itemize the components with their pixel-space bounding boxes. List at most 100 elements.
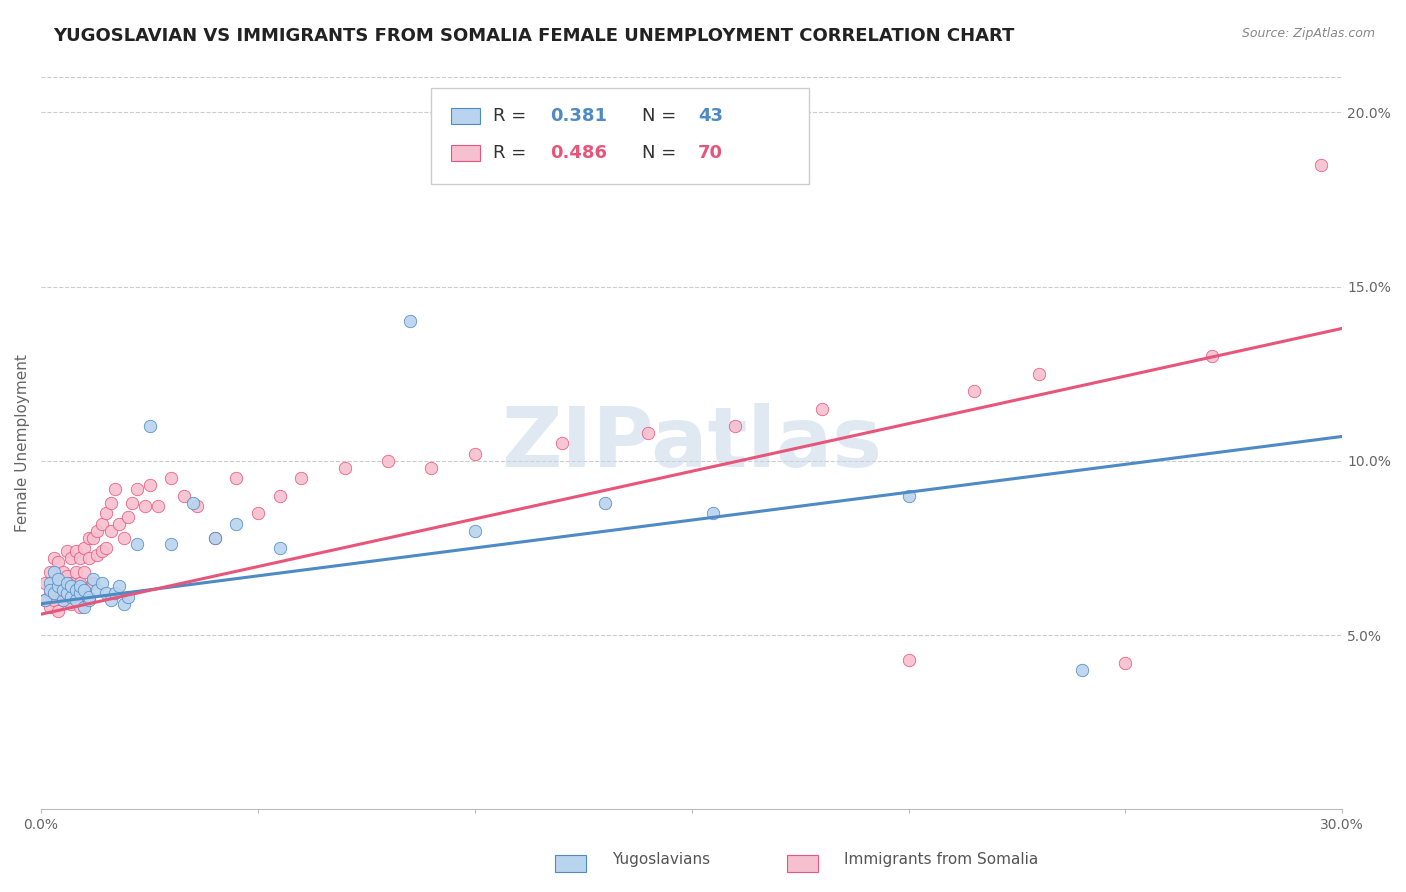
Point — [52, 566, 75, 580]
Point — [464, 524, 486, 538]
Point — [90, 516, 112, 531]
Point — [225, 516, 247, 531]
Point — [593, 496, 616, 510]
Point — [48, 604, 70, 618]
Point — [181, 496, 204, 510]
Point — [269, 541, 291, 555]
Point — [962, 384, 984, 398]
Point — [65, 566, 87, 580]
Text: R =: R = — [492, 144, 531, 161]
Point — [69, 551, 91, 566]
Point — [108, 579, 131, 593]
Point — [34, 575, 56, 590]
Point — [186, 499, 208, 513]
FancyBboxPatch shape — [451, 108, 479, 124]
FancyBboxPatch shape — [432, 88, 808, 184]
Point — [96, 541, 118, 555]
Point — [398, 314, 420, 328]
Point — [160, 537, 183, 551]
FancyBboxPatch shape — [451, 145, 479, 161]
Point — [104, 482, 127, 496]
Point — [464, 447, 486, 461]
Point — [42, 575, 65, 590]
Point — [1114, 656, 1136, 670]
Text: R =: R = — [492, 107, 531, 125]
Point — [112, 597, 135, 611]
Point — [56, 569, 79, 583]
Point — [138, 478, 160, 492]
Point — [160, 471, 183, 485]
Point — [377, 454, 399, 468]
Point — [56, 586, 79, 600]
Point — [42, 593, 65, 607]
Point — [90, 544, 112, 558]
Point — [246, 506, 269, 520]
Point — [65, 544, 87, 558]
Point — [550, 436, 572, 450]
Point — [134, 499, 156, 513]
Point — [42, 566, 65, 580]
Point — [56, 593, 79, 607]
Point — [77, 593, 100, 607]
Point — [73, 566, 96, 580]
Point — [73, 582, 96, 597]
Text: Yugoslavians: Yugoslavians — [612, 852, 710, 867]
Text: N =: N = — [643, 107, 682, 125]
Point — [48, 582, 70, 597]
Point — [420, 460, 443, 475]
Point — [82, 531, 104, 545]
Point — [38, 600, 60, 615]
Point — [108, 516, 131, 531]
Point — [1071, 663, 1094, 677]
Point — [204, 531, 226, 545]
Point — [897, 489, 920, 503]
Text: 0.381: 0.381 — [550, 107, 607, 125]
Point — [125, 537, 148, 551]
Point — [702, 506, 724, 520]
Point — [1309, 158, 1331, 172]
Point — [86, 548, 108, 562]
Point — [65, 593, 87, 607]
Point — [77, 590, 100, 604]
Point — [52, 586, 75, 600]
Point — [38, 582, 60, 597]
Point — [269, 489, 291, 503]
Point — [73, 586, 96, 600]
Point — [82, 575, 104, 590]
Text: ZIPatlas: ZIPatlas — [501, 403, 882, 483]
Point — [48, 579, 70, 593]
Point — [86, 524, 108, 538]
Point — [290, 471, 312, 485]
Text: Immigrants from Somalia: Immigrants from Somalia — [844, 852, 1038, 867]
Point — [104, 586, 127, 600]
Point — [86, 582, 108, 597]
Point — [117, 590, 139, 604]
Point — [38, 566, 60, 580]
Point — [34, 593, 56, 607]
Point — [73, 541, 96, 555]
Point — [121, 496, 143, 510]
Point — [117, 509, 139, 524]
Point — [77, 531, 100, 545]
Point — [173, 489, 195, 503]
Text: 43: 43 — [699, 107, 723, 125]
Point — [60, 575, 83, 590]
Point — [60, 579, 83, 593]
Y-axis label: Female Unemployment: Female Unemployment — [15, 354, 30, 533]
Point — [52, 582, 75, 597]
Point — [65, 582, 87, 597]
Point — [56, 575, 79, 590]
Point — [38, 586, 60, 600]
Point — [77, 551, 100, 566]
Point — [204, 531, 226, 545]
Point — [69, 575, 91, 590]
Point — [48, 555, 70, 569]
Point — [100, 593, 122, 607]
Point — [1028, 367, 1050, 381]
Point — [38, 575, 60, 590]
Point — [82, 572, 104, 586]
Point — [148, 499, 170, 513]
Point — [1201, 349, 1223, 363]
Point — [34, 593, 56, 607]
Point — [90, 575, 112, 590]
